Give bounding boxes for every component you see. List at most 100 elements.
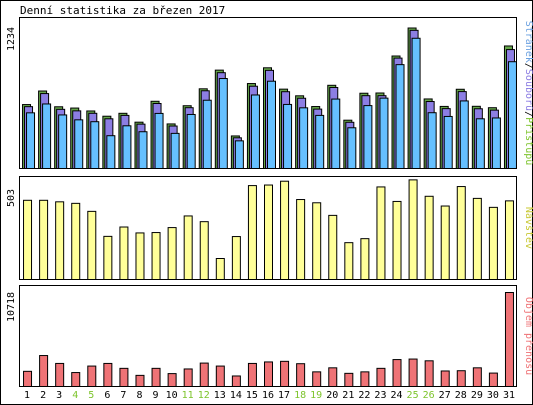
bar-stranky-day-30	[491, 117, 501, 169]
bar-objem-day-28	[456, 370, 466, 387]
day-label-20: 20	[326, 390, 338, 401]
legend-item-objem: Objem přenosu	[523, 297, 533, 375]
bar-objem-day-7	[119, 367, 129, 387]
bar-objem-day-17	[280, 360, 290, 387]
bar-navstevy-day-31	[504, 200, 514, 281]
legend-item-pristupy: Přístupů	[523, 117, 533, 165]
bar-navstevy-day-13	[215, 258, 225, 280]
bar-objem-day-1	[23, 370, 33, 387]
bar-stranky-day-13	[218, 78, 228, 169]
bar-navstevy-day-2	[39, 199, 49, 280]
bar-navstevy-day-18	[296, 199, 306, 281]
day-label-1: 1	[24, 390, 30, 401]
day-label-15: 15	[246, 390, 258, 401]
bar-stranky-day-25	[411, 37, 421, 170]
bar-navstevy-day-8	[135, 232, 145, 280]
bar-navstevy-day-26	[424, 195, 434, 280]
day-label-7: 7	[120, 390, 126, 401]
bar-navstevy-day-30	[488, 206, 498, 280]
day-label-28: 28	[455, 390, 467, 401]
day-label-24: 24	[390, 390, 402, 401]
bar-objem-day-4	[71, 372, 81, 388]
bar-objem-day-3	[55, 362, 65, 388]
bar-objem-day-2	[39, 355, 49, 387]
bar-stranky-day-20	[331, 98, 341, 169]
bar-objem-day-21	[344, 372, 354, 388]
bar-objem-day-24	[392, 359, 402, 387]
bar-navstevy-day-16	[264, 184, 273, 280]
bar-stranky-day-26	[427, 112, 437, 169]
day-label-11: 11	[182, 390, 194, 401]
bar-stranky-day-9	[154, 112, 164, 170]
day-label-13: 13	[214, 390, 226, 401]
bar-stranky-day-1	[26, 112, 36, 169]
bar-objem-day-11	[183, 368, 193, 387]
day-label-22: 22	[358, 390, 370, 401]
bar-navstevy-day-7	[119, 226, 129, 280]
day-label-5: 5	[88, 390, 94, 401]
bar-navstevy-day-10	[167, 227, 177, 281]
day-label-25: 25	[407, 390, 419, 401]
day-label-8: 8	[136, 390, 142, 401]
bar-stranky-day-24	[395, 64, 405, 169]
bar-objem-day-15	[247, 362, 257, 388]
bar-stranky-day-6	[106, 135, 116, 169]
bar-navstevy-day-1	[23, 199, 33, 280]
bar-objem-day-14	[231, 375, 241, 387]
day-label-10: 10	[166, 390, 178, 401]
bar-stranky-day-2	[42, 103, 52, 169]
bar-navstevy-day-22	[360, 238, 370, 280]
bar-navstevy-day-29	[472, 197, 482, 280]
legend-item-stranky: Stránek	[523, 21, 533, 63]
bar-objem-day-29	[472, 367, 482, 387]
bar-stranky-day-8	[138, 131, 148, 169]
day-label-31: 31	[503, 390, 515, 401]
day-label-2: 2	[40, 390, 46, 401]
day-label-6: 6	[104, 390, 110, 401]
day-label-9: 9	[153, 390, 159, 401]
bar-stranky-day-7	[122, 125, 132, 169]
day-label-27: 27	[439, 390, 451, 401]
bar-objem-day-19	[312, 371, 322, 387]
bar-navstevy-day-6	[103, 235, 113, 281]
bar-navstevy-day-24	[392, 200, 402, 280]
day-label-16: 16	[262, 390, 274, 401]
bar-stranky-day-16	[267, 80, 276, 169]
bar-objem-day-9	[151, 367, 161, 387]
bar-objem-day-16	[264, 361, 273, 387]
bar-navstevy-day-4	[71, 202, 81, 280]
bar-stranky-day-27	[443, 115, 453, 169]
bar-navstevy-day-14	[231, 236, 241, 280]
bar-stranky-day-3	[58, 114, 68, 169]
day-label-14: 14	[230, 390, 242, 401]
bar-navstevy-day-21	[344, 242, 354, 280]
bar-stranky-day-22	[363, 105, 373, 169]
bar-stranky-day-11	[186, 113, 196, 169]
bar-stranky-day-29	[475, 118, 485, 169]
bar-stranky-day-12	[202, 99, 212, 169]
legend-item-soubory: Souborů	[523, 69, 533, 111]
bar-objem-day-8	[135, 374, 145, 387]
bar-navstevy-day-9	[151, 232, 161, 280]
bar-navstevy-day-23	[376, 186, 386, 281]
ymax-label-bytes: 10718	[6, 292, 17, 322]
bar-navstevy-day-15	[247, 185, 257, 281]
day-label-4: 4	[72, 390, 78, 401]
day-label-17: 17	[278, 390, 290, 401]
bar-stranky-day-23	[379, 97, 389, 169]
legend-hits: Stránek/Souborů/Přístupů	[523, 21, 533, 166]
day-label-21: 21	[342, 390, 354, 401]
bar-objem-day-22	[360, 371, 370, 387]
bar-objem-day-27	[440, 370, 450, 388]
legend-item-sep1: /	[523, 63, 533, 69]
legend-visits: Návštěv	[523, 207, 533, 249]
bar-navstevy-day-12	[199, 221, 209, 280]
bar-navstevy-day-5	[87, 210, 97, 280]
bar-stranky-day-28	[459, 100, 469, 169]
legend-bytes: Objem přenosu	[523, 297, 533, 375]
bar-objem-day-12	[199, 362, 209, 387]
bar-navstevy-day-11	[183, 215, 193, 280]
bar-objem-day-20	[328, 367, 338, 387]
bar-objem-day-31	[504, 292, 514, 387]
bar-stranky-day-15	[250, 94, 260, 169]
